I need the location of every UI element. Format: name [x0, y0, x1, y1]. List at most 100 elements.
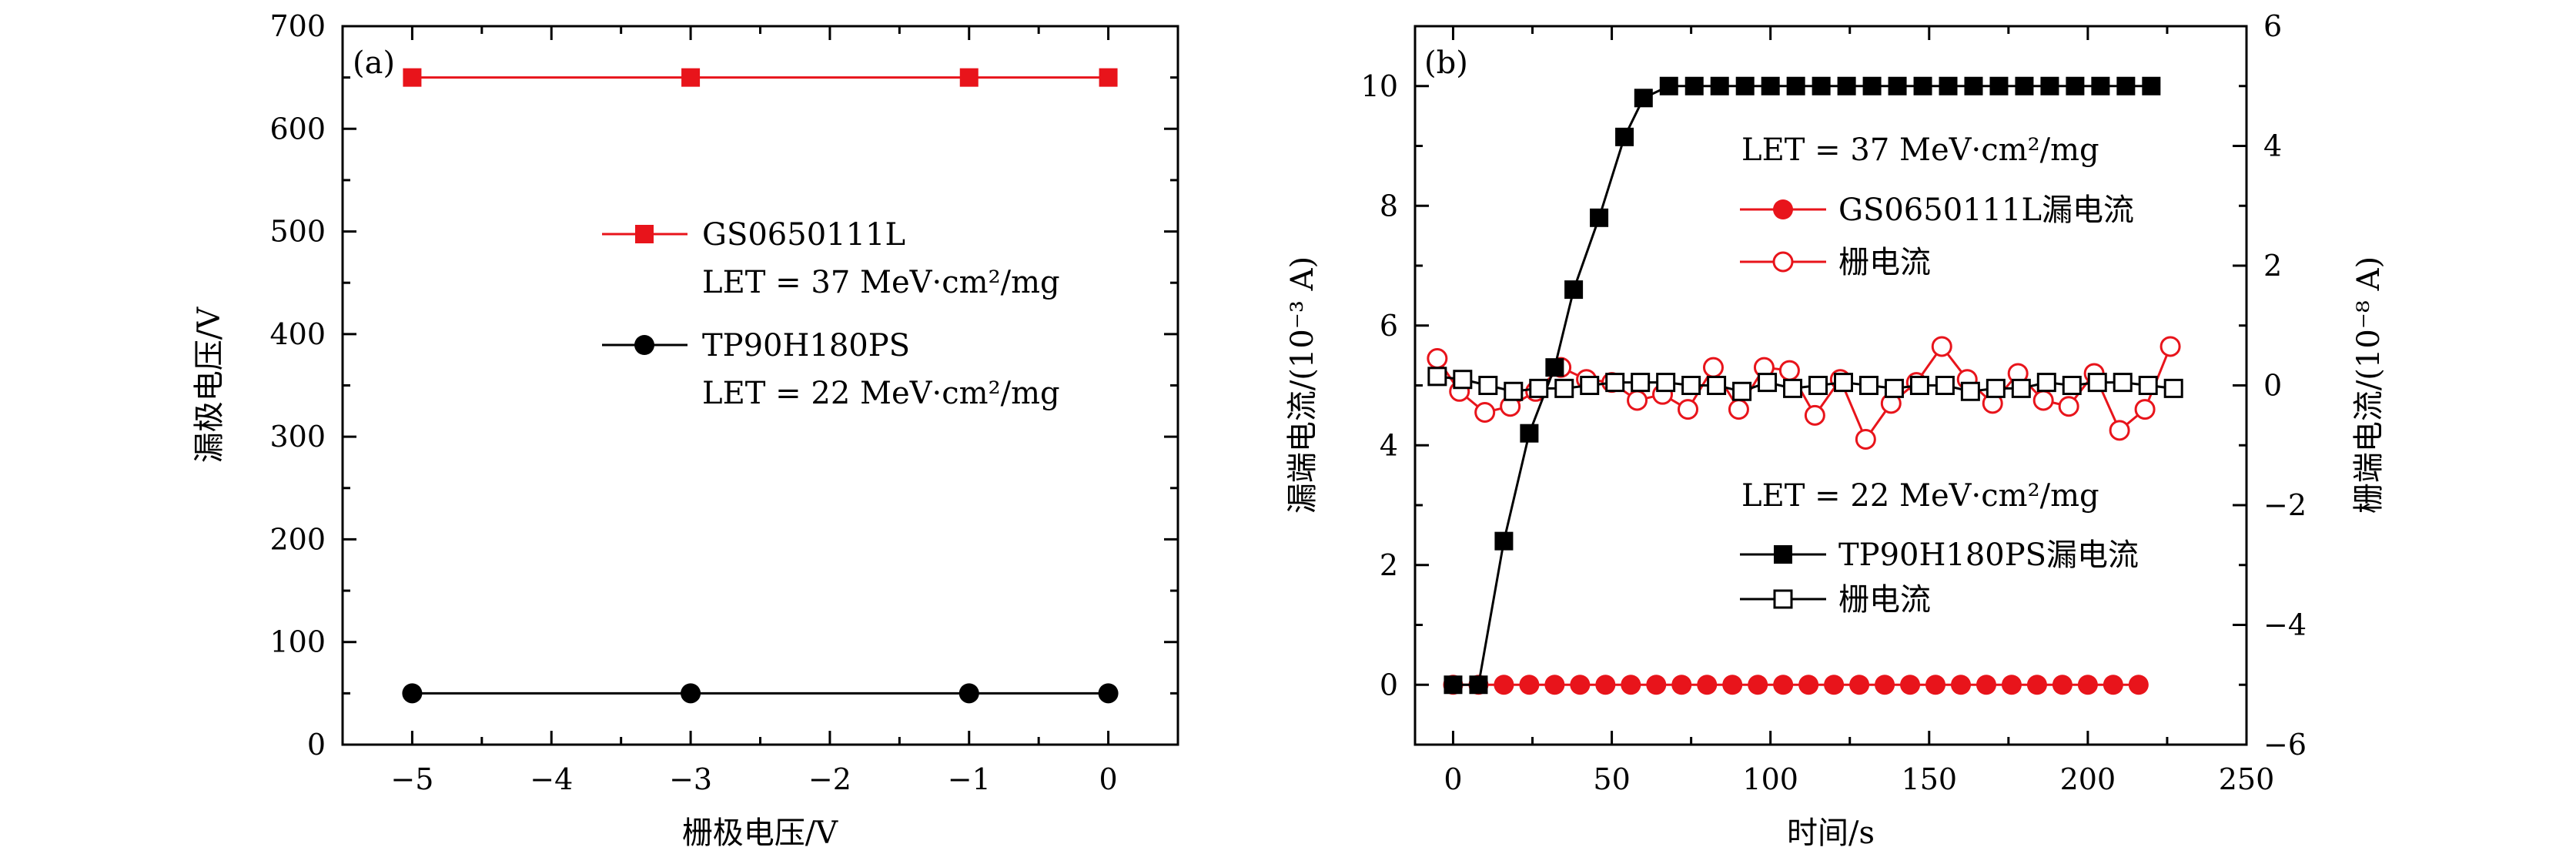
b-series-1-point [1975, 675, 1996, 695]
y-tick-label: 8 [1380, 189, 1398, 223]
panel-b-marks [1427, 76, 2183, 695]
b-series-3-point [1913, 76, 1932, 95]
b-series-2-point [2109, 420, 2130, 441]
y2-tick-label: −6 [2263, 728, 2307, 762]
b-series-4-point [1681, 376, 1701, 395]
legend-b-entry-tp-drain: TP90H180PS漏电流 [1740, 537, 2139, 573]
b-series-1-point [1671, 675, 1692, 695]
b-series-1-point [1951, 675, 1972, 695]
b-series-4-point [1529, 378, 1549, 398]
b-series-4-point [1758, 373, 1778, 393]
legend-b-black-open-marker [1773, 589, 1793, 609]
panel-a-marks [402, 68, 1119, 704]
b-series-2-point [1627, 390, 1648, 411]
b-series-1-point [1925, 675, 1946, 695]
legend-b-group-1-entry-1: GS0650111L漏电流 [1838, 193, 2134, 228]
panel-a-y-ticks: 0 100 200 300 400 500 600 700 [269, 9, 1178, 762]
x-tick-label: 150 [1902, 762, 1958, 796]
b-series-2-point [1702, 357, 1724, 378]
b-series-1-point [1900, 675, 1921, 695]
b-series-4-point [1631, 373, 1651, 393]
b-series-3-point [2040, 76, 2059, 95]
panel-b-left-y-ticks: 0 2 4 6 8 10 [1361, 69, 1429, 702]
b-series-3-point [2066, 76, 2085, 95]
b-series-4-point [1909, 376, 1929, 395]
b-series-1-point [1722, 675, 1743, 695]
b-series-2-point [1474, 401, 1496, 423]
b-series-1-point [1748, 675, 1768, 695]
b-series-1-point [1570, 675, 1591, 695]
b-series-1-point [1849, 675, 1870, 695]
b-series-4-point [1427, 367, 1447, 387]
y-tick-label: 2 [1380, 548, 1398, 582]
b-series-4-point [1732, 381, 1752, 401]
panel-b-legend: LET = 37 MeV·cm²/mg GS0650111L漏电流 栅电流 LE… [1740, 132, 2139, 618]
x-tick-label: −1 [948, 762, 991, 796]
y2-tick-label: −2 [2263, 488, 2307, 522]
b-series-3-point [1837, 76, 1856, 95]
b-series-2-point [1804, 404, 1825, 426]
a-series-2-point [958, 683, 979, 704]
y-tick-label: 300 [269, 420, 326, 454]
b-series-3-point [2142, 76, 2161, 95]
b-series-3-point [1444, 675, 1463, 695]
b-series-3-point [2015, 76, 2034, 95]
a-series-1-point [681, 68, 701, 87]
legend-a-entry-tp90h180ps: TP90H180PS LET = 22 MeV·cm²/mg [602, 328, 1060, 411]
b-series-1-point [2077, 675, 2098, 695]
b-series-2-point [1778, 360, 1800, 381]
b-series-1-point [1798, 675, 1819, 695]
b-series-3-point [1761, 76, 1780, 95]
b-series-4-point [2138, 376, 2158, 395]
b-series-4-point [1656, 373, 1676, 393]
y-tick-label: 500 [269, 215, 326, 249]
legend-b-black-filled-marker [1774, 545, 1792, 564]
b-series-3-point [1615, 127, 1634, 146]
legend-a-series-1-note: LET = 37 MeV·cm²/mg [702, 265, 1060, 300]
b-series-4-point [1554, 378, 1574, 398]
b-series-1-point [2001, 675, 2022, 695]
b-series-4-point [2011, 378, 2031, 398]
b-series-4-point [1783, 378, 1803, 398]
panel-a-x-ticks: −5 −4 −3 −2 −1 0 [390, 26, 1118, 796]
legend-b-group-2-heading: LET = 22 MeV·cm²/mg [1741, 478, 2099, 514]
x-tick-label: −3 [669, 762, 712, 796]
panel-b-x-ticks: 0 50 100 150 200 250 [1444, 26, 2274, 796]
b-series-4-point [2163, 378, 2183, 398]
b-series-4-point [2087, 373, 2107, 393]
b-series-4-point [1453, 370, 1473, 390]
b-series-3-point [1888, 76, 1907, 95]
b-series-1-point [2128, 675, 2149, 695]
panel-b-x-axis-title: 时间/s [1787, 815, 1875, 851]
b-series-3-point [1862, 76, 1882, 95]
y-tick-label: 400 [269, 317, 326, 351]
b-series-4-point [1986, 378, 2006, 398]
y2-tick-label: 4 [2263, 129, 2282, 163]
b-series-3-point [1520, 424, 1539, 443]
b-series-1-point [1824, 675, 1845, 695]
b-series-4-point [1605, 373, 1625, 393]
y-tick-label: 10 [1361, 69, 1398, 103]
legend-a-red-marker [635, 225, 654, 243]
panel-a-y-axis-title: 漏极电压/V [192, 306, 227, 463]
x-tick-label: −4 [530, 762, 573, 796]
b-series-3-point [1494, 531, 1514, 551]
b-series-3-point [1590, 208, 1609, 227]
legend-a-series-2-name: TP90H180PS [702, 328, 910, 363]
b-series-1-point [1875, 675, 1895, 695]
legend-a-series-2-note: LET = 22 MeV·cm²/mg [702, 376, 1060, 411]
x-tick-label: 100 [1742, 762, 1798, 796]
b-series-3-point [1812, 76, 1831, 95]
panel-a-legend: GS0650111L LET = 37 MeV·cm²/mg TP90H180P… [602, 217, 1060, 411]
panel-b-label: (b) [1424, 45, 1468, 81]
legend-b-group-1-entry-2: 栅电流 [1838, 245, 1931, 280]
legend-b-entry-gs-drain: GS0650111L漏电流 [1740, 193, 2134, 228]
b-series-3-point [1564, 280, 1584, 300]
panel-a: −5 −4 −3 −2 −1 0 0 100 200 300 400 500 600 700 (a) 栅… [192, 9, 1179, 851]
b-series-3-point [1469, 675, 1488, 695]
b-series-2-point [1931, 336, 1952, 357]
x-tick-label: 250 [2219, 762, 2275, 796]
b-series-3-point [1634, 89, 1653, 108]
b-series-1-point [1646, 675, 1667, 695]
